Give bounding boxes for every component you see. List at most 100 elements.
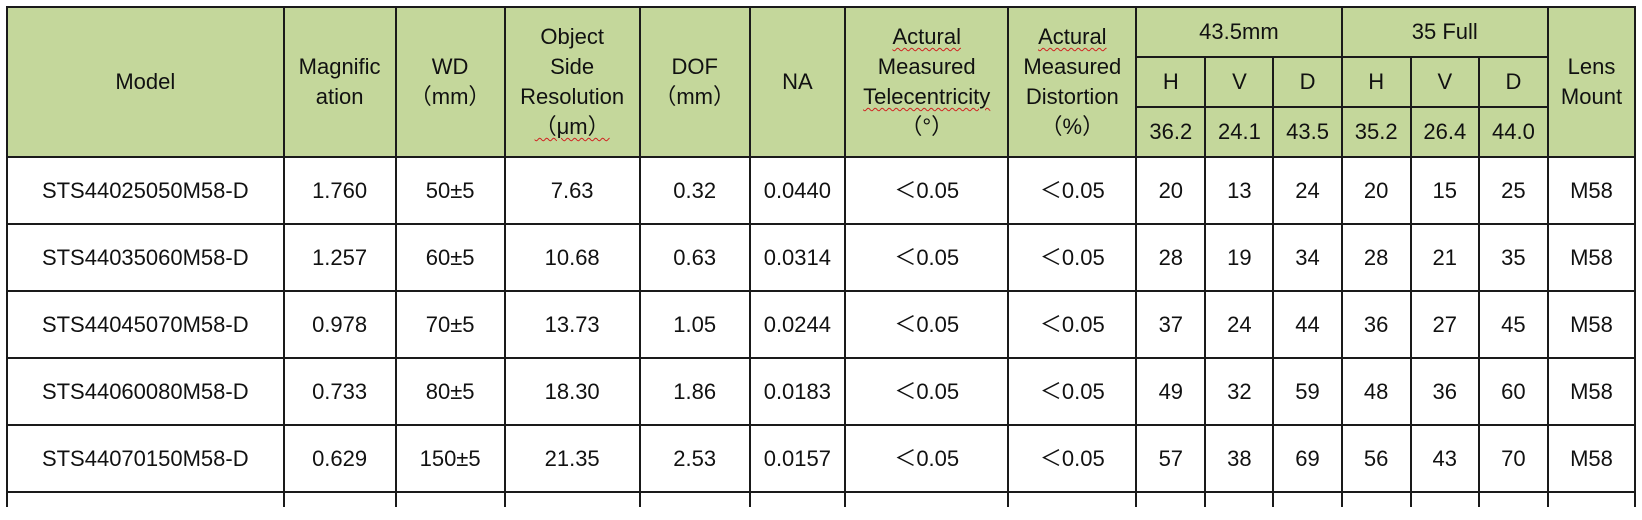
cell-g1-d: 34 <box>1272 223 1343 292</box>
header-telecentricity-line2: Measured <box>877 54 976 79</box>
header-magnification-line1: Magnific <box>298 54 381 79</box>
cell-telecentricity: ＜0.05 <box>844 424 1010 493</box>
cell-magnification: 0.733 <box>282 357 397 426</box>
cell-distortion: ＜0.05 <box>1007 156 1138 225</box>
cell-g2-d: 45 <box>1477 290 1549 359</box>
cell-lens-mount: M58 <box>1546 156 1637 225</box>
cell-model: STS44045070M58-D <box>6 290 285 359</box>
header-telecentricity-line3: Telecentricity <box>863 84 991 109</box>
header-lens-mount: Lens Mount <box>1546 6 1637 158</box>
cell-g1-h: 57 <box>1135 424 1207 493</box>
header-wd-unit: （mm） <box>409 84 491 109</box>
lens-spec-table: Model Magnific ation WD （mm） Object Side… <box>6 6 1637 507</box>
cell-lens-mount: M58 <box>1546 290 1637 359</box>
header-object-side-resolution: Object Side Resolution （μm） <box>503 6 641 158</box>
cell-g1-h: 37 <box>1135 290 1207 359</box>
header-group-43-5mm: 43.5mm <box>1135 6 1343 58</box>
cell-telecentricity: ＜0.05 <box>844 156 1010 225</box>
cell-resolution: 18.30 <box>503 357 641 426</box>
cell-lens-mount: M58 <box>1546 223 1637 292</box>
cell-wd: 70±5 <box>394 290 506 359</box>
table-body: STS44025050M58-D 1.760 50±5 7.63 0.32 0.0440 ＜… <box>6 156 1637 507</box>
cell-g2-h: 56 <box>1340 424 1412 493</box>
header-distortion-line1: Actural <box>1038 24 1107 49</box>
header-wd: WD （mm） <box>394 6 506 158</box>
header-lens-mount-line2: Mount <box>1560 84 1623 109</box>
header-resolution-line3: Resolution <box>520 84 625 109</box>
cell-g1-d: 44 <box>1272 290 1343 359</box>
header-g1-v-value: 24.1 <box>1204 106 1275 158</box>
header-distortion: Actural Measured Distortion （%） <box>1007 6 1138 158</box>
cell-g2-h: 28 <box>1340 223 1412 292</box>
cell-model: STS44025050M58-D <box>6 156 285 225</box>
cell-na: 0.0314 <box>748 223 847 292</box>
cell-distortion: ＜0.05 <box>1007 223 1138 292</box>
table-row: STS44045070M58-D 0.978 70±5 13.73 1.05 0.0244… <box>6 290 1637 359</box>
cell-na: 0.0157 <box>748 424 847 493</box>
cell-g1-h: 20 <box>1135 156 1207 225</box>
header-resolution-line1: Object <box>540 24 604 49</box>
cell-g2-h: 48 <box>1340 357 1412 426</box>
table-header: Model Magnific ation WD （mm） Object Side… <box>6 6 1637 158</box>
cell-wd: 150±5 <box>394 424 506 493</box>
header-g1-v: V <box>1204 56 1275 108</box>
header-telecentricity-unit: （°） <box>900 114 954 139</box>
cell-dof: 0.63 <box>638 223 751 292</box>
cell-magnification: 1.760 <box>282 156 397 225</box>
header-g2-v: V <box>1409 56 1480 108</box>
header-magnification-line2: ation <box>315 84 364 109</box>
cell-resolution: 21.35 <box>503 424 641 493</box>
cell-dof: 1.86 <box>638 357 751 426</box>
header-g2-v-value: 26.4 <box>1409 106 1480 158</box>
header-lens-mount-line1: Lens <box>1567 54 1616 79</box>
cell-resolution: 7.63 <box>503 156 641 225</box>
cell-telecentricity: ＜0.05 <box>844 357 1010 426</box>
cell-g2-v: 43 <box>1409 424 1480 493</box>
header-telecentricity: Actural Measured Telecentricity （°） <box>844 6 1010 158</box>
table-row-partial <box>6 491 1637 507</box>
header-g2-d-value: 44.0 <box>1477 106 1549 158</box>
cell-distortion: ＜0.05 <box>1007 424 1138 493</box>
cell-resolution: 13.73 <box>503 290 641 359</box>
cell-wd: 80±5 <box>394 357 506 426</box>
cell-g2-h: 36 <box>1340 290 1412 359</box>
cell-magnification: 0.978 <box>282 290 397 359</box>
cell-model: STS44035060M58-D <box>6 223 285 292</box>
table-row: STS44025050M58-D 1.760 50±5 7.63 0.32 0.0440 ＜… <box>6 156 1637 225</box>
cell-g2-v: 21 <box>1409 223 1480 292</box>
cell-g1-v: 13 <box>1204 156 1275 225</box>
cell-dof: 1.05 <box>638 290 751 359</box>
header-resolution-unit: （μm） <box>534 114 610 139</box>
cell-telecentricity: ＜0.05 <box>844 290 1010 359</box>
cell-g2-d: 35 <box>1477 223 1549 292</box>
cell-na: 0.0244 <box>748 290 847 359</box>
header-distortion-line3: Distortion <box>1025 84 1119 109</box>
cell-lens-mount: M58 <box>1546 357 1637 426</box>
header-resolution-line2: Side <box>550 54 595 79</box>
cell-g1-h: 28 <box>1135 223 1207 292</box>
cell-lens-mount: M58 <box>1546 424 1637 493</box>
cell-dof: 0.32 <box>638 156 751 225</box>
header-g2-h-value: 35.2 <box>1340 106 1412 158</box>
cell-resolution: 10.68 <box>503 223 641 292</box>
cell-g1-d: 24 <box>1272 156 1343 225</box>
cell-g2-v: 27 <box>1409 290 1480 359</box>
cell-g1-d: 69 <box>1272 424 1343 493</box>
header-g1-d-value: 43.5 <box>1272 106 1343 158</box>
cell-magnification: 1.257 <box>282 223 397 292</box>
cell-g1-h: 49 <box>1135 357 1207 426</box>
cell-g1-v: 24 <box>1204 290 1275 359</box>
header-distortion-unit: （%） <box>1040 114 1105 139</box>
header-g1-d: D <box>1272 56 1343 108</box>
header-wd-line1: WD <box>431 54 469 79</box>
cell-magnification: 0.629 <box>282 424 397 493</box>
cell-telecentricity: ＜0.05 <box>844 223 1010 292</box>
header-g1-h-value: 36.2 <box>1135 106 1207 158</box>
cell-g1-v: 32 <box>1204 357 1275 426</box>
header-dof: DOF （mm） <box>638 6 751 158</box>
cell-g1-v: 38 <box>1204 424 1275 493</box>
header-dof-line1: DOF <box>671 54 718 79</box>
cell-dof: 2.53 <box>638 424 751 493</box>
cell-g2-d: 60 <box>1477 357 1549 426</box>
cell-na: 0.0183 <box>748 357 847 426</box>
